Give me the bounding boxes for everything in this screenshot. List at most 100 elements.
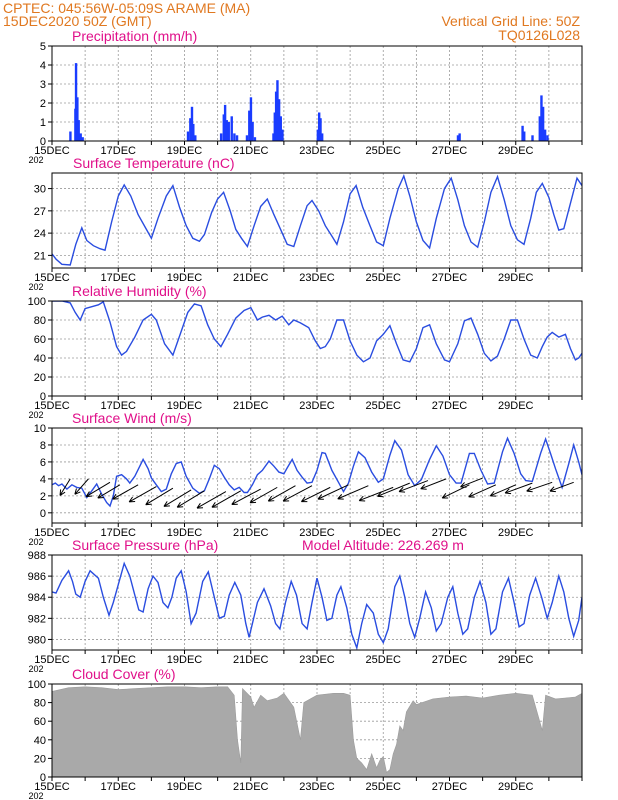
precip-bar: [316, 129, 320, 141]
precip-bar: [219, 133, 223, 141]
wind-vector: [267, 485, 296, 502]
precip-bar: [249, 97, 253, 141]
pressure-frame: [51, 554, 583, 651]
wind-xtick-label: 17DEC: [101, 527, 137, 539]
temperature-ytick-label: 30: [34, 184, 46, 196]
wind-vector: [398, 480, 429, 493]
wind-ytick-label: 4: [40, 474, 46, 486]
cloud-area: [52, 686, 582, 777]
temperature-ytick-label: 24: [34, 228, 46, 240]
humidity-ytick-label: 60: [34, 334, 46, 346]
wind-xtick-label: 27DEC: [432, 527, 468, 539]
precip-bar: [230, 116, 233, 141]
pressure-ytick-label: 980: [28, 634, 46, 646]
cloud-xtick-label: 17DEC: [101, 781, 137, 793]
humidity-year-fragment: 202: [28, 410, 43, 420]
pressure-year-fragment: 202: [28, 664, 43, 674]
precipitation-xtick-label: 23DEC: [299, 145, 335, 157]
cloud-xtick-label: 15DEC: [34, 781, 70, 793]
temperature-ytick-label: 21: [34, 250, 46, 262]
precip-bar: [531, 135, 534, 141]
pressure-xtick-label: 29DEC: [498, 654, 534, 666]
temperature-xtick-label: 29DEC: [498, 272, 534, 284]
precip-bar: [74, 63, 78, 141]
humidity-xtick-label: 17DEC: [101, 400, 137, 412]
wind-vector: [145, 487, 174, 506]
wind-xtick-label: 29DEC: [498, 527, 534, 539]
precip-bar: [546, 135, 549, 141]
precip-bar: [77, 120, 80, 141]
wind-vector: [97, 484, 121, 499]
wind-xtick-label: 23DEC: [299, 527, 335, 539]
pressure-ytick-label: 984: [28, 592, 46, 604]
wind-vector: [112, 484, 139, 500]
humidity-xtick-label: 19DEC: [167, 400, 203, 412]
precipitation-ytick-label: 1: [40, 117, 46, 129]
wind-vector: [85, 481, 111, 498]
precipitation-ytick-label: 3: [40, 79, 46, 91]
wind-xtick-label: 25DEC: [366, 527, 402, 539]
precip-bar: [194, 135, 197, 141]
precip-bar: [253, 137, 257, 141]
cloud-xtick-label: 21DEC: [233, 781, 269, 793]
cloud-title: Cloud Cover (%): [72, 666, 175, 682]
precip-bar: [81, 137, 84, 141]
precip-bar: [233, 133, 236, 141]
cloud-xtick-label: 23DEC: [299, 781, 335, 793]
pressure-xtick-label: 17DEC: [101, 654, 137, 666]
precip-bar: [458, 133, 461, 141]
humidity-ytick-label: 40: [34, 353, 46, 365]
pressure-xtick-label: 19DEC: [167, 654, 203, 666]
temperature-ytick-label: 27: [34, 206, 46, 218]
humidity-line: [52, 301, 582, 363]
cloud-year-fragment: 202: [28, 791, 43, 800]
pressure-title: Surface Pressure (hPa): [72, 537, 218, 553]
pressure-xtick-label: 21DEC: [233, 654, 269, 666]
precipitation-xtick-label: 29DEC: [498, 145, 534, 157]
precip-bar: [317, 112, 321, 141]
precipitation-xtick-label: 27DEC: [432, 145, 468, 157]
pressure-annotation: Model Altitude: 226.269 m: [302, 537, 464, 553]
cloud-ytick-label: 100: [28, 679, 46, 691]
grid-note: Vertical Grid Line: 50Z: [441, 13, 580, 29]
humidity-frame: [51, 300, 583, 397]
cloud-ytick-label: 20: [34, 753, 46, 765]
wind-xtick-label: 15DEC: [34, 527, 70, 539]
humidity-xtick-label: 27DEC: [432, 400, 468, 412]
precip-bar: [277, 99, 281, 141]
precipitation-year-fragment: 202: [28, 155, 43, 165]
wind-vector: [211, 490, 242, 508]
wind-vector: [231, 488, 261, 505]
humidity-xtick-label: 15DEC: [34, 400, 70, 412]
wind-xtick-label: 21DEC: [233, 527, 269, 539]
precipitation-xtick-label: 19DEC: [167, 145, 203, 157]
wind-vector: [489, 484, 516, 497]
humidity-xtick-label: 25DEC: [366, 400, 402, 412]
wind-ytick-label: 2: [40, 491, 46, 503]
precip-bar: [223, 104, 227, 141]
wind-vector: [337, 485, 369, 500]
wind-xtick-label: 19DEC: [167, 527, 203, 539]
precip-bar: [79, 133, 82, 141]
precip-bar: [186, 131, 190, 141]
cloud-xtick-label: 25DEC: [366, 781, 402, 793]
pressure-xtick-label: 15DEC: [34, 654, 70, 666]
humidity-ytick-label: 100: [28, 296, 46, 308]
wind-vector: [249, 486, 278, 504]
pressure-line: [52, 561, 582, 650]
precip-bar: [76, 97, 79, 141]
wind-vector: [420, 478, 447, 490]
wind-line: [52, 436, 582, 508]
precip-bar: [189, 118, 192, 141]
wind-vector: [317, 484, 349, 500]
temperature-xtick-label: 25DEC: [366, 272, 402, 284]
wind-vector: [358, 486, 394, 502]
pressure-ytick-label: 986: [28, 571, 46, 583]
temperature-xtick-label: 27DEC: [432, 272, 468, 284]
wind-ytick-label: 0: [40, 508, 46, 520]
wind-vector: [377, 482, 410, 498]
precip-bar: [543, 129, 547, 141]
wind-vector: [468, 484, 497, 498]
precipitation-title: Precipitation (mm/h): [72, 28, 197, 44]
